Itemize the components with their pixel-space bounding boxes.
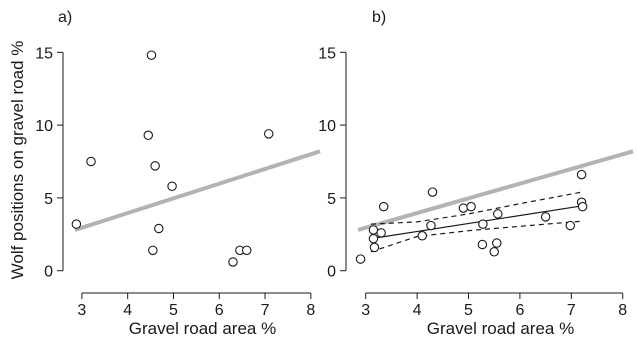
x-tick-label: 6 — [515, 302, 524, 319]
data-point — [427, 187, 438, 197]
data-point — [477, 239, 488, 250]
data-point — [143, 130, 154, 141]
x-axis-title: Gravel road area % — [427, 319, 574, 338]
data-point — [150, 161, 160, 171]
y-tick-label: 15 — [318, 45, 336, 62]
x-tick-label: 5 — [464, 302, 473, 319]
data-point — [417, 231, 428, 241]
reference-line — [357, 149, 634, 232]
y-tick-label: 5 — [44, 191, 53, 208]
data-point — [565, 220, 576, 231]
data-point — [577, 201, 588, 212]
y-tick-label: 5 — [327, 191, 336, 208]
y-axis-title: Wolf positions on gravel road % — [8, 41, 27, 280]
data-point — [368, 233, 379, 244]
data-point — [369, 242, 380, 253]
x-tick-label: 4 — [123, 302, 132, 319]
x-tick-label: 8 — [306, 302, 315, 319]
x-tick-label: 8 — [618, 302, 627, 319]
data-point — [378, 201, 389, 212]
x-axis-title: Gravel road area % — [129, 319, 276, 338]
panel-b: b) 3 4 5 6 7 8 Gravel road area % 0 5 10 15 — [318, 9, 634, 338]
y-tick-label: 0 — [327, 264, 336, 281]
data-point — [241, 245, 252, 256]
data-point — [493, 209, 503, 219]
data-point — [426, 220, 436, 231]
data-point — [376, 228, 386, 238]
reference-line — [74, 149, 321, 232]
data-point — [148, 245, 158, 256]
x-tick-label: 6 — [215, 302, 224, 319]
data-point — [167, 181, 177, 192]
data-point — [478, 219, 488, 229]
data-point — [466, 201, 476, 212]
data-point — [540, 212, 551, 222]
data-point — [458, 203, 469, 213]
data-point — [492, 238, 502, 248]
panel-label: b) — [372, 9, 386, 26]
x-tick-label: 3 — [77, 302, 86, 319]
confidence-band-upper — [370, 191, 582, 225]
x-tick-label: 5 — [169, 302, 178, 319]
data-point — [154, 223, 164, 234]
data-point — [489, 247, 499, 257]
data-point — [368, 225, 379, 235]
y-tick-label: 10 — [318, 118, 336, 135]
data-point — [576, 169, 587, 180]
data-point — [355, 254, 366, 264]
data-point — [263, 129, 274, 139]
x-tick-label: 7 — [261, 302, 270, 319]
y-tick-label: 0 — [44, 264, 53, 281]
data-point — [146, 50, 157, 60]
data-point — [228, 257, 238, 267]
confidence-band-lower — [370, 220, 582, 253]
x-tick-label: 3 — [361, 302, 370, 319]
data-point — [86, 156, 96, 167]
panel-label: a) — [58, 9, 72, 26]
y-tick-label: 15 — [35, 45, 53, 62]
x-tick-label: 4 — [413, 302, 422, 319]
data-point — [71, 219, 82, 229]
panel-a: a) 3 4 5 6 7 8 Gravel road area % 0 5 10 15 — [35, 9, 321, 338]
y-tick-label: 10 — [35, 118, 53, 135]
x-tick-label: 7 — [567, 302, 576, 319]
fit-line — [370, 205, 582, 240]
